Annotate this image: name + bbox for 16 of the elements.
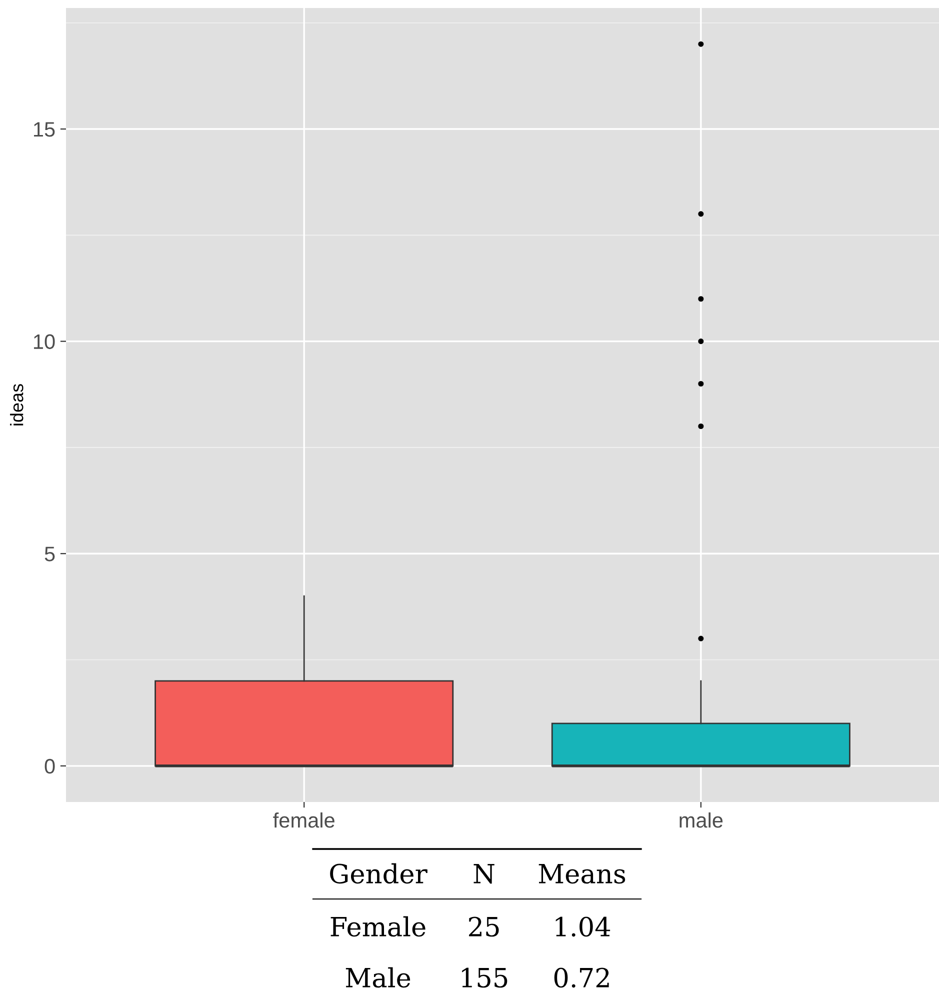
text: 0.72 [554,968,609,988]
y-tick-label: 15 [34,122,55,137]
y-tick-label: 0 [44,758,55,774]
text: Female [330,916,426,937]
x-tick-label: male [680,812,723,828]
text: N [474,864,494,884]
text: 155 [462,968,508,988]
y-tick-label: 5 [44,546,55,562]
text: Male [346,967,410,988]
text: Means [538,864,626,884]
text: Gender [330,863,428,884]
text: 1.04 [556,916,610,937]
text: 25 [469,916,499,937]
y-tick-label: 10 [34,334,55,350]
y-axis-title: ideas [10,384,24,426]
x-tick-label: female [273,812,334,828]
